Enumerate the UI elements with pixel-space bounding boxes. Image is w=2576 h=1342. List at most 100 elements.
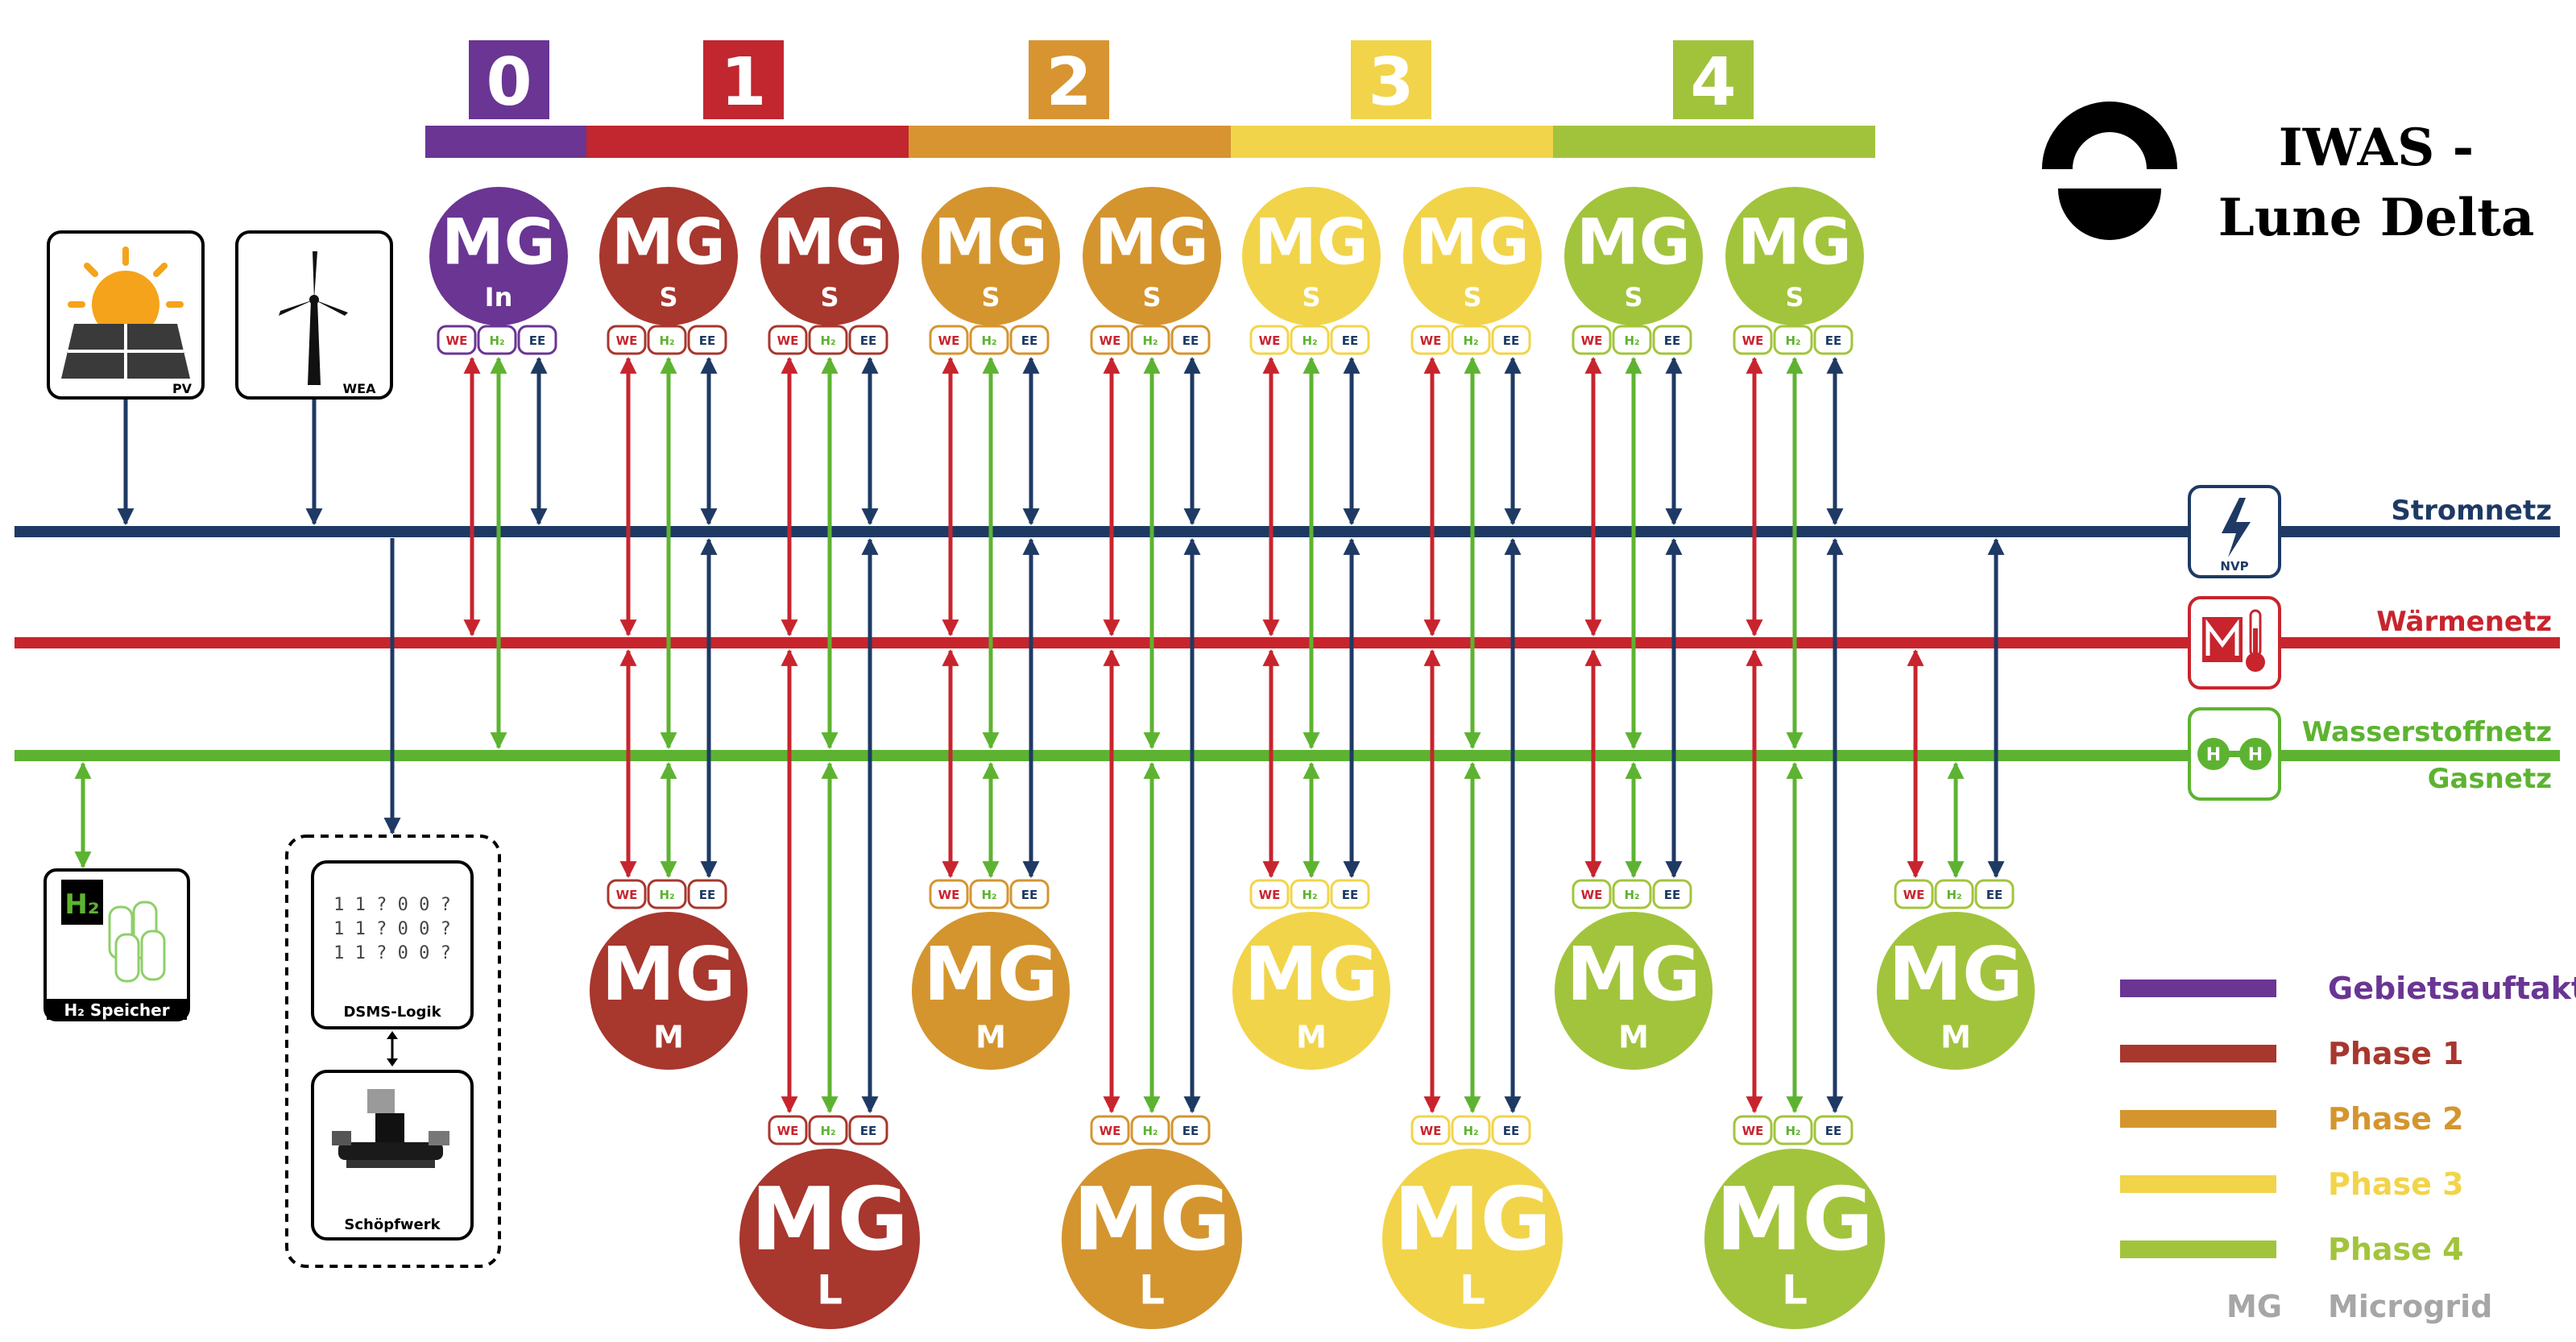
port-label-ee: EE [1825, 1124, 1842, 1138]
port-label-ee: EE [1342, 888, 1359, 902]
port-we [1410, 1115, 1451, 1145]
microgrid-mg-label: MG [751, 1170, 909, 1270]
top-ports-8: WE H₂ EE [1733, 325, 1853, 355]
dsms-data-icon: 1 1 ? 0 0 ? [333, 895, 451, 915]
microgrid-size-label: S [1302, 282, 1320, 313]
port-label-we: WE [1259, 888, 1281, 902]
port-h2 [1934, 879, 1974, 909]
h2-storage-box: H₂ H₂ Speicher [43, 868, 190, 1021]
port-ee [1652, 325, 1692, 355]
top-ports-5: WE H₂ EE [1249, 325, 1370, 355]
port-h2 [1130, 1115, 1170, 1145]
microgrid-size-label: S [1463, 282, 1481, 313]
microgrid-circle [1232, 912, 1390, 1070]
port-h2 [647, 879, 687, 909]
port-ee [517, 325, 557, 355]
port-ee [848, 1115, 888, 1145]
microgrid-circle [1062, 1149, 1242, 1329]
pv-panel-box: PV [47, 230, 205, 400]
pump-label: Schöpfwerk [344, 1216, 441, 1233]
phase-box-3 [1351, 40, 1431, 119]
port-ee [1170, 1115, 1211, 1145]
microgrid-circle [1877, 912, 2035, 1070]
port-label-we: WE [777, 333, 799, 348]
port-label-h2: H₂ [1302, 888, 1317, 902]
medium-microgrid-3: MGM [1555, 912, 1713, 1070]
dsms-data-icon-3: 1 1 ? 0 0 ? [333, 943, 451, 963]
medium-ports-2: WE H₂ EE [1249, 879, 1370, 909]
port-label-we: WE [938, 888, 960, 902]
wasserstoffnetz-label: Wasserstoffnetz [2302, 716, 2552, 748]
port-h2 [647, 325, 687, 355]
microgrid-size-label: L [1460, 1267, 1485, 1314]
large-microgrid-0: MGL [739, 1149, 920, 1329]
hydrogen-molecule-icon: H H [2188, 707, 2281, 801]
port-label-h2: H₂ [1946, 888, 1961, 902]
microgrid-size-label: In [485, 282, 513, 313]
port-we [929, 879, 969, 909]
port-label-h2: H₂ [1785, 333, 1800, 348]
large-ports-1: WE H₂ EE [1090, 1115, 1211, 1145]
microgrid-circle [1564, 187, 1703, 325]
top-ports-4: WE H₂ EE [1090, 325, 1211, 355]
port-we [1733, 1115, 1773, 1145]
port-label-we: WE [938, 333, 960, 348]
port-label-h2: H₂ [1463, 1124, 1478, 1138]
microgrid-circle [599, 187, 738, 325]
port-label-h2: H₂ [1142, 333, 1158, 348]
wea-label: WEA [343, 381, 377, 396]
microgrid-circle [1382, 1149, 1563, 1329]
large-ports-2: WE H₂ EE [1410, 1115, 1531, 1145]
iwas-logo-icon [2042, 101, 2177, 240]
port-we [768, 325, 808, 355]
dsms-data-icon-2: 1 1 ? 0 0 ? [333, 919, 451, 939]
top-ports-0: WE H₂ EE [437, 325, 557, 355]
legend-swatch-2 [2120, 1110, 2276, 1128]
port-label-ee: EE [699, 888, 716, 902]
port-label-we: WE [1903, 888, 1925, 902]
port-label-ee: EE [1021, 333, 1038, 348]
port-ee [1813, 1115, 1853, 1145]
top-microgrid-4: MGS [1083, 187, 1221, 325]
port-ee [687, 325, 727, 355]
port-label-we: WE [777, 1124, 799, 1138]
microgrid-size-label: L [1139, 1267, 1165, 1314]
microgrid-circle [921, 187, 1060, 325]
microgrid-circle [1725, 187, 1864, 325]
port-h2 [1612, 325, 1652, 355]
microgrid-size-label: L [817, 1267, 843, 1314]
microgrid-mg-label: MG [934, 206, 1048, 279]
title-line-2: Lune Delta [2218, 188, 2535, 248]
port-label-we: WE [1100, 333, 1121, 348]
microgrid-circle [590, 912, 748, 1070]
phase-bar-3 [1231, 126, 1553, 158]
port-h2 [1451, 1115, 1491, 1145]
large-ports-3: WE H₂ EE [1733, 1115, 1853, 1145]
pv-label: PV [172, 381, 193, 396]
port-we [607, 879, 647, 909]
port-ee [848, 325, 888, 355]
port-h2 [1290, 325, 1330, 355]
port-h2 [1773, 325, 1813, 355]
phase-header: 0 1 2 3 4 [425, 40, 1875, 158]
h2-storage-symbol: H₂ [64, 888, 99, 921]
double-arrow [387, 1031, 398, 1067]
microgrid-mg-label: MG [601, 931, 735, 1017]
microgrid-circle [1083, 187, 1221, 325]
top-microgrid-5: MGS [1242, 187, 1381, 325]
microgrid-size-label: S [1142, 282, 1161, 313]
port-ee [1330, 325, 1370, 355]
microgrid-mg-label: MG [923, 931, 1058, 1017]
legend-label-4: Phase 4 [2328, 1232, 2464, 1267]
port-label-h2: H₂ [1624, 333, 1639, 348]
phase-box-4 [1673, 40, 1754, 119]
phase-box-2 [1029, 40, 1109, 119]
port-label-h2: H₂ [981, 333, 996, 348]
port-label-h2: H₂ [1463, 333, 1478, 348]
port-label-ee: EE [699, 333, 716, 348]
microgrid-size-label: M [653, 1020, 684, 1055]
port-we [437, 325, 477, 355]
nvp-icon: NVP [2188, 485, 2281, 578]
microgrid-size-label: M [975, 1020, 1006, 1055]
